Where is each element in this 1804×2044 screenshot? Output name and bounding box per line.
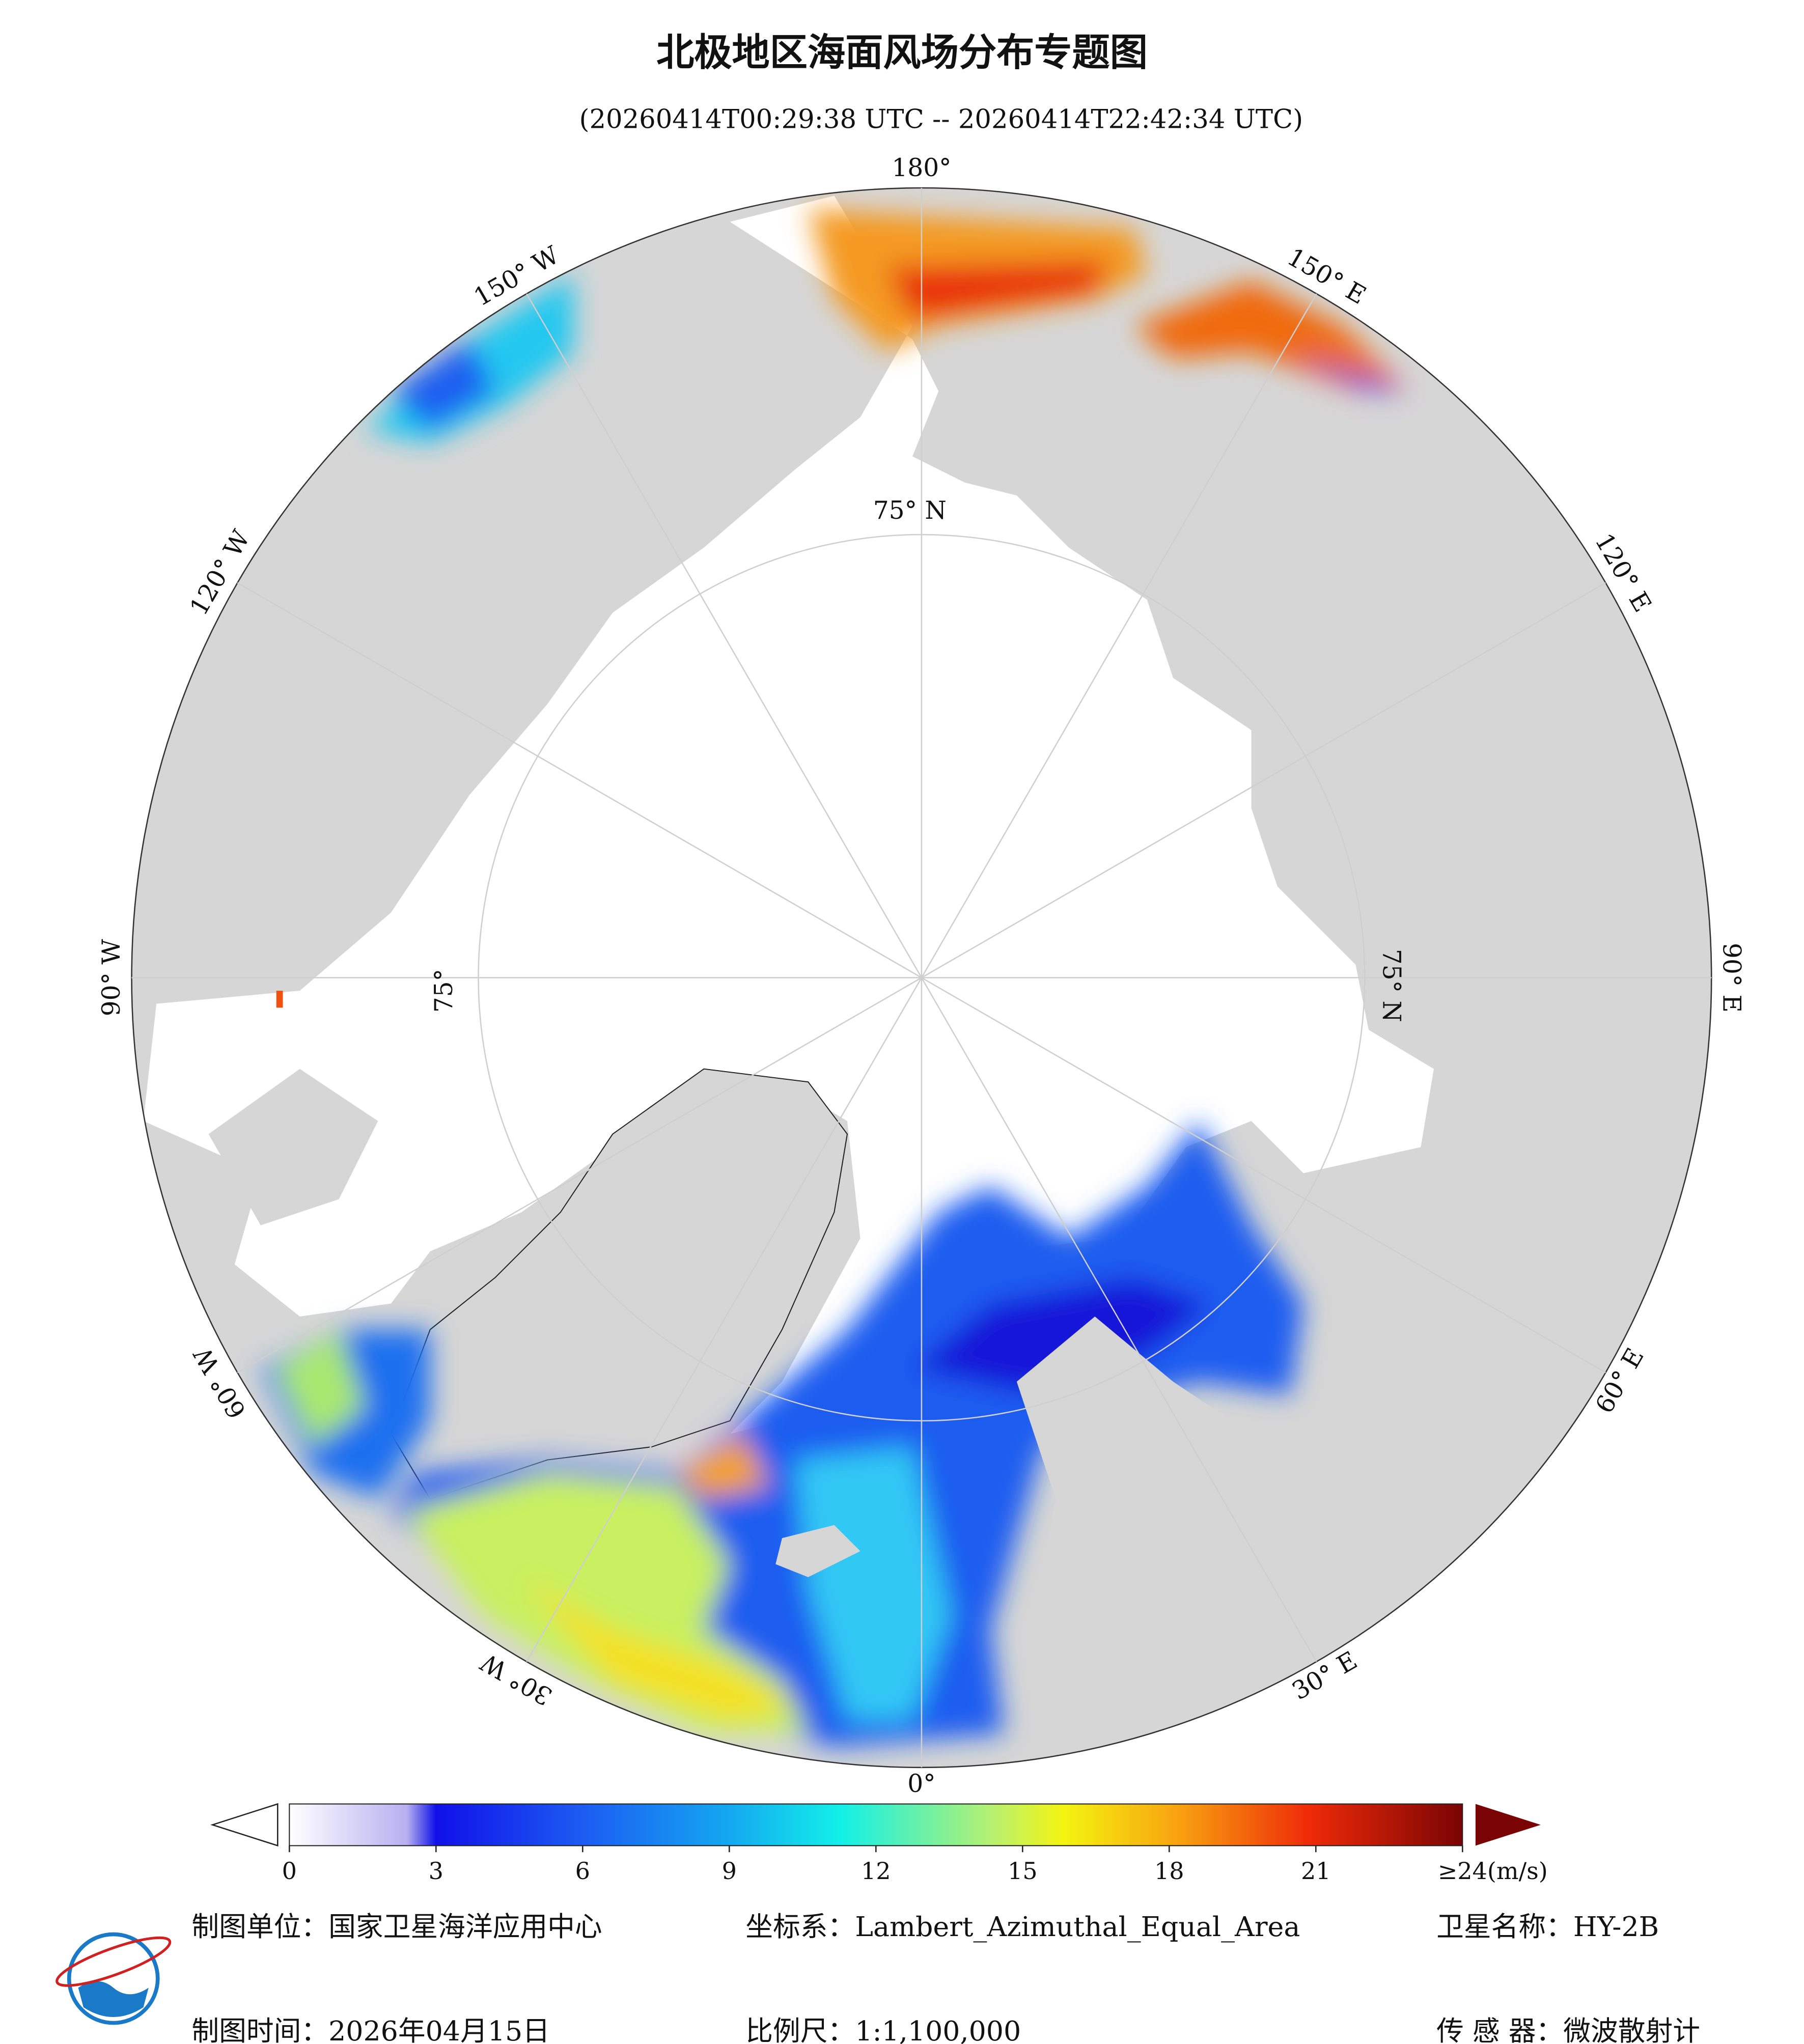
colorbar-tick-label: 21 <box>1301 1857 1331 1885</box>
title: 北极地区海面风场分布专题图 <box>656 31 1148 75</box>
greenland <box>390 1068 848 1500</box>
subtitle: (20260414T00:29:38 UTC -- 20260414T22:42… <box>579 104 1303 135</box>
colorbar-tick-label: 18 <box>1154 1857 1184 1885</box>
colorbar-tick-label: ≥24 <box>1438 1857 1487 1885</box>
meridian <box>921 582 1606 978</box>
colorbar-over <box>1475 1804 1541 1846</box>
meridian <box>237 582 922 978</box>
logo <box>55 1932 172 2025</box>
footer-date: 制图时间：2026年04月15日 <box>191 2015 550 2044</box>
longitude-label: 0° <box>907 1770 935 1798</box>
longitude-label: 90° E <box>1717 943 1746 1013</box>
wind-patch <box>276 991 283 1008</box>
colorbar-bar <box>289 1803 1463 1846</box>
graticule <box>131 188 1712 1768</box>
longitude-label: 180° <box>892 154 951 182</box>
meridian <box>526 293 923 978</box>
baffin-island <box>208 1069 378 1225</box>
footer-satellite: 卫星名称：HY-2B <box>1436 1911 1659 1943</box>
latitude-label: 75° N <box>873 496 947 525</box>
colorbar-under <box>210 1803 279 1847</box>
footer-unit: 制图单位：国家卫星海洋应用中心 <box>191 1911 602 1943</box>
latitude-label: 75° N <box>1377 949 1405 1022</box>
colorbar-tick-label: 12 <box>861 1857 891 1885</box>
latitude-label: 75° <box>430 969 458 1013</box>
footer-scale: 比例尺：1:1,100,000 <box>745 2015 1021 2044</box>
colorbar-tick-label: 0 <box>282 1857 297 1885</box>
iceland <box>775 1525 861 1578</box>
colorbar: 0 3 6 9 12 15 18 21 ≥24 (m/s) <box>210 1803 1548 1885</box>
colorbar-tick-label: 3 <box>429 1857 443 1885</box>
longitude-label: 90° W <box>97 939 126 1017</box>
map <box>131 188 1712 1768</box>
meridian <box>921 977 1317 1662</box>
colorbar-tick-label: 9 <box>722 1857 737 1885</box>
meridian <box>526 977 923 1662</box>
meridian <box>921 293 1317 978</box>
colorbar-unit: (m/s) <box>1487 1857 1548 1885</box>
footer-coordinates: 坐标系：Lambert_Azimuthal_Equal_Area <box>745 1911 1300 1943</box>
sea-ice <box>143 195 1434 1434</box>
colorbar-tick-label: 15 <box>1008 1857 1038 1885</box>
meridian <box>921 977 1606 1374</box>
colorbar-tick-label: 6 <box>575 1857 590 1885</box>
footer-sensor: 传 感 器：微波散射计 <box>1436 2015 1700 2044</box>
meridian <box>237 977 922 1374</box>
